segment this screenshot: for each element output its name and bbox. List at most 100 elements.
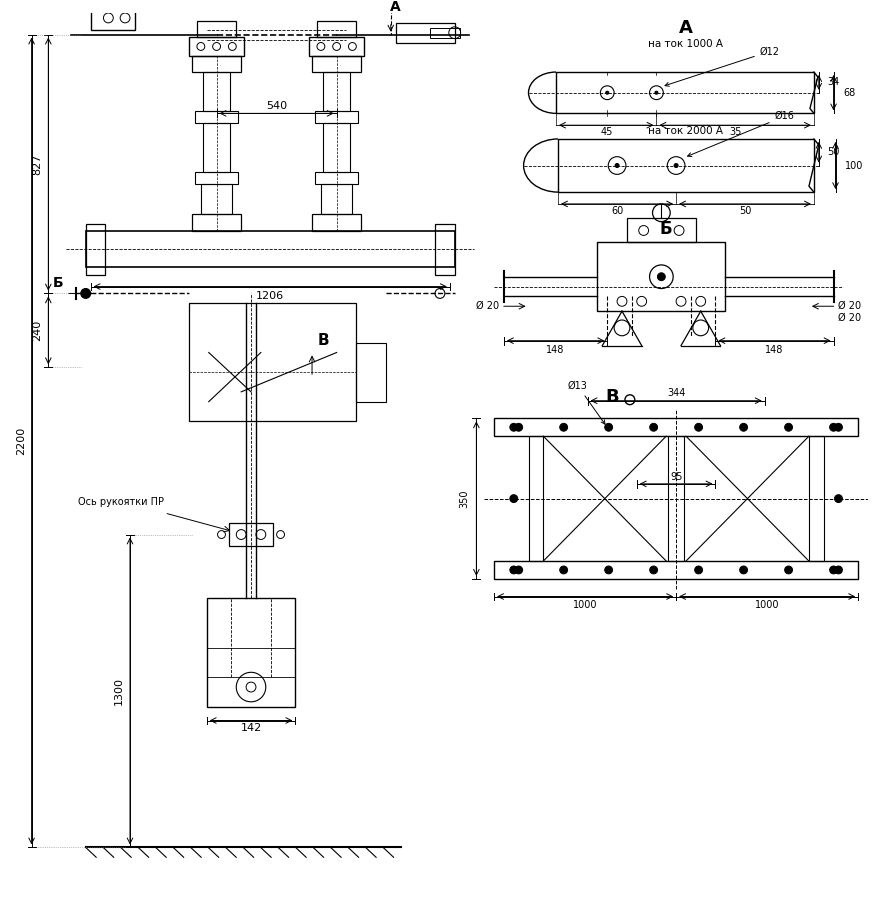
Bar (809, 436, 823, 561)
Circle shape (510, 566, 518, 574)
Bar (323, 72, 350, 112)
Circle shape (835, 423, 843, 431)
Bar (189, 303, 356, 421)
Bar (315, 173, 358, 184)
Bar (321, 184, 353, 213)
Bar (192, 57, 242, 72)
Bar (396, 22, 455, 42)
Text: В: В (606, 388, 619, 406)
Circle shape (695, 566, 703, 574)
Circle shape (650, 423, 658, 431)
Bar (203, 123, 230, 173)
Text: Б: Б (52, 275, 64, 290)
Bar (192, 213, 242, 231)
Text: 50: 50 (738, 206, 752, 216)
Bar (189, 37, 244, 57)
Circle shape (560, 423, 568, 431)
Bar (195, 173, 238, 184)
Text: 142: 142 (241, 724, 262, 733)
Text: на ток 2000 А: на ток 2000 А (648, 126, 724, 136)
Text: на ток 1000 А: на ток 1000 А (648, 40, 724, 50)
Bar (229, 523, 273, 546)
Text: Ø 20: Ø 20 (476, 302, 499, 311)
Circle shape (514, 566, 522, 574)
Text: 344: 344 (667, 388, 685, 398)
Text: 148: 148 (546, 345, 564, 355)
Circle shape (785, 566, 793, 574)
Text: 35: 35 (729, 127, 741, 137)
Circle shape (650, 566, 658, 574)
Circle shape (739, 566, 747, 574)
Bar (86, 223, 105, 274)
Circle shape (605, 566, 612, 574)
Text: 827: 827 (32, 153, 42, 175)
Bar (356, 343, 386, 401)
Text: В: В (318, 333, 330, 347)
Circle shape (560, 566, 568, 574)
Bar (494, 561, 858, 579)
Circle shape (835, 566, 843, 574)
Circle shape (615, 164, 619, 167)
Text: 50: 50 (828, 148, 840, 157)
Bar (528, 436, 543, 561)
Text: 2200: 2200 (16, 427, 25, 455)
Circle shape (605, 423, 612, 431)
Text: 1000: 1000 (573, 600, 598, 610)
Circle shape (695, 423, 703, 431)
Text: 148: 148 (766, 345, 784, 355)
Circle shape (830, 566, 837, 574)
Text: 100: 100 (845, 160, 864, 170)
Text: 540: 540 (266, 101, 287, 111)
Bar (91, 5, 135, 30)
Text: А: А (679, 19, 693, 37)
Text: Б: Б (660, 220, 673, 238)
Text: Ø13: Ø13 (568, 381, 605, 424)
Bar (312, 57, 361, 72)
Text: 95: 95 (670, 472, 682, 482)
Circle shape (80, 289, 91, 299)
Bar (315, 112, 358, 123)
Bar (203, 72, 230, 112)
Circle shape (510, 495, 518, 502)
Bar (598, 242, 725, 311)
Bar (494, 418, 858, 436)
Text: 350: 350 (459, 490, 470, 508)
Text: 1300: 1300 (114, 677, 124, 705)
Text: 240: 240 (32, 320, 42, 341)
Circle shape (514, 423, 522, 431)
Text: 68: 68 (844, 87, 856, 98)
Bar (430, 28, 459, 38)
Text: Ø12: Ø12 (665, 46, 780, 86)
Text: 60: 60 (611, 206, 623, 216)
Bar (197, 21, 236, 37)
Circle shape (657, 273, 665, 281)
Bar (201, 184, 233, 213)
Bar (195, 112, 238, 123)
Circle shape (655, 91, 658, 94)
Bar (435, 223, 455, 274)
Bar (668, 436, 684, 561)
Bar (558, 139, 814, 192)
Text: 34: 34 (828, 77, 840, 87)
Bar (323, 123, 350, 173)
Bar (86, 231, 455, 267)
Bar (309, 37, 364, 57)
Circle shape (739, 423, 747, 431)
Text: Ø 20: Ø 20 (838, 302, 862, 311)
Text: Ось рукоятки ПР: Ось рукоятки ПР (78, 497, 164, 507)
Bar (312, 213, 361, 231)
Circle shape (830, 423, 837, 431)
Bar (206, 598, 295, 706)
Text: 1000: 1000 (755, 600, 780, 610)
Text: А: А (390, 0, 401, 14)
Bar (626, 218, 696, 242)
Circle shape (835, 495, 843, 502)
Circle shape (785, 423, 793, 431)
Circle shape (510, 423, 518, 431)
Text: Ø16: Ø16 (688, 112, 794, 157)
Text: 1206: 1206 (256, 292, 284, 302)
Text: Ø 20: Ø 20 (838, 313, 862, 323)
Circle shape (674, 164, 678, 167)
Bar (317, 21, 356, 37)
Text: 45: 45 (600, 127, 612, 137)
